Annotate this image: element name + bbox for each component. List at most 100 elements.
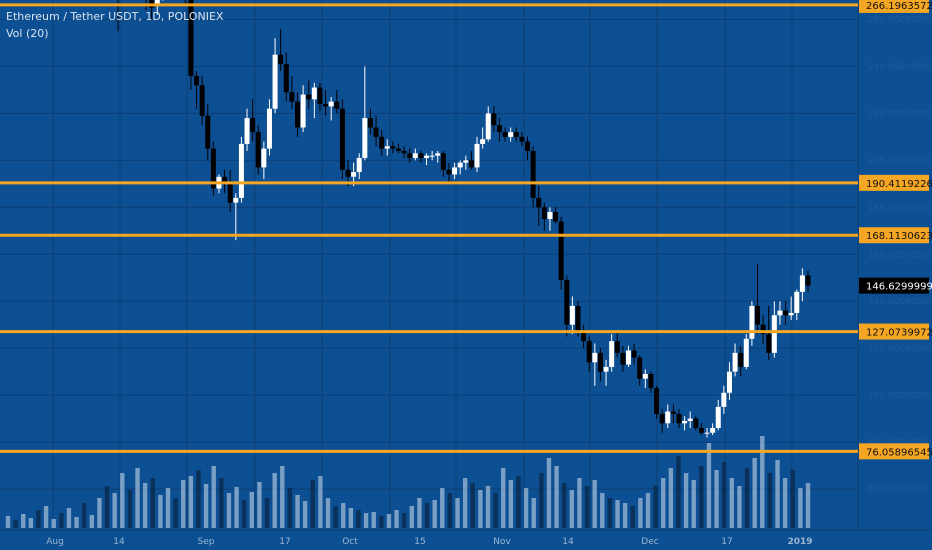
volume-bar [569,490,575,528]
volume-bar [615,500,620,528]
volume-bar [203,484,209,528]
candle-body [480,139,486,144]
volume-bar [196,470,201,528]
candle-body [771,315,777,353]
candle-body [238,143,244,198]
volume-bar [432,500,437,528]
candle-body [306,94,312,100]
volume-bar [516,476,521,528]
volume-bar [394,510,399,528]
candle-body [272,54,278,109]
level-label: 266.19635721 [866,1,932,12]
candle-body [205,115,211,149]
volume-bar [249,492,255,528]
last-price-label-bg [859,277,929,294]
volume-bar [714,470,719,528]
volume-bar [234,487,239,528]
candle-body [418,153,424,158]
candle-body [384,146,390,149]
candle-body [614,341,620,353]
volume-bar [668,468,674,528]
candle-body [665,411,671,424]
candle-body [452,167,458,175]
volume-bar [523,488,529,528]
level-label: 190.41192269 [866,179,932,190]
candle-body [620,352,626,365]
symbol-title: Ethereum / Tether USDT, 1D, POLONIEX [6,10,224,23]
volume-bar [264,498,270,528]
level-label-bg [859,227,929,244]
volume-bar [325,498,331,528]
volume-bar [752,458,757,528]
candle-body [513,132,519,137]
candle-body [799,275,805,292]
volume-bar [501,468,506,528]
candle-body [749,305,755,339]
candle-body [698,428,704,433]
volume-bar [729,478,735,528]
time-tick-label: Nov [493,537,511,547]
time-tick-label: Aug [46,537,64,547]
candle-body [283,64,289,93]
candle-body [407,153,413,158]
volume-bar [767,473,773,528]
candle-body [738,352,744,367]
chart-header: Ethereum / Tether USDT, 1D, POLONIEX Vol… [6,8,223,42]
candle-body [227,181,233,203]
volume-bar [737,486,742,528]
candle-body [373,127,379,137]
candle-body [429,155,435,157]
volume-bar [706,443,712,528]
candle-body [199,85,205,116]
candle-body [390,146,396,149]
volume-bar [409,506,415,528]
volume-bar [97,498,102,528]
candle-body [777,310,783,316]
volume-bar [592,480,597,528]
candle-body [188,0,194,76]
candle-body [625,350,631,365]
volume-bar [356,510,361,528]
price-tick-label: 100.00000000 [868,391,932,401]
volume-bar [51,519,56,528]
candle-body [642,374,648,379]
volume-bar [188,476,194,528]
volume-bar [798,488,803,528]
volume-bar [295,495,300,528]
candle-body [463,160,469,163]
candle-body [244,118,250,144]
candle-body [379,136,385,149]
level-label: 168.11306233 [866,231,932,242]
volume-bar [607,498,613,528]
candle-body [586,341,592,363]
volume-bar [508,480,514,528]
level-label: 76.05896545 [866,447,932,458]
candle-body [693,418,699,428]
volume-bar [744,468,750,528]
volume-bar [539,473,544,528]
level-label-bg [859,174,929,191]
volume-bar [13,520,18,528]
volume-bar [142,483,148,528]
volume-bar [775,460,780,528]
volume-bar [485,486,491,528]
level-label-bg [859,323,929,340]
candle-body [323,104,329,107]
volume-bar [318,476,323,528]
candle-body [553,212,559,222]
candle-body [446,169,452,175]
candle-body [648,374,654,389]
last-price-label: 146.62999999 [866,282,932,293]
volume-bar [21,514,26,528]
volume-bar [622,503,628,528]
volume-bar [661,478,666,528]
candle-body [704,432,710,434]
candle-body [356,158,362,173]
price-tick-label: 120.00000000 [868,344,932,354]
candle-body [687,418,693,421]
candle-body [592,352,598,363]
candle-body [564,280,570,325]
volume-bar [150,478,155,528]
